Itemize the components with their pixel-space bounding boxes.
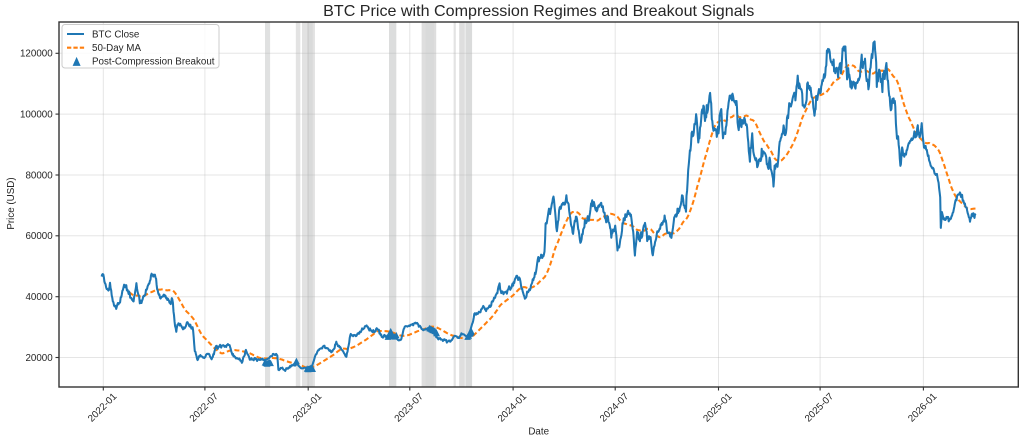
svg-text:BTC Close: BTC Close: [92, 29, 140, 40]
svg-text:20000: 20000: [25, 353, 53, 364]
svg-text:120000: 120000: [20, 49, 53, 60]
svg-text:60000: 60000: [25, 231, 53, 242]
svg-text:Post-Compression Breakout: Post-Compression Breakout: [92, 57, 215, 68]
svg-text:Date: Date: [528, 427, 549, 438]
svg-text:50-Day MA: 50-Day MA: [92, 43, 141, 54]
svg-text:BTC Price with Compression Reg: BTC Price with Compression Regimes and B…: [323, 2, 754, 20]
svg-text:Price (USD): Price (USD): [6, 177, 17, 229]
svg-text:80000: 80000: [25, 170, 53, 181]
svg-text:100000: 100000: [20, 110, 53, 121]
svg-text:40000: 40000: [25, 292, 53, 303]
